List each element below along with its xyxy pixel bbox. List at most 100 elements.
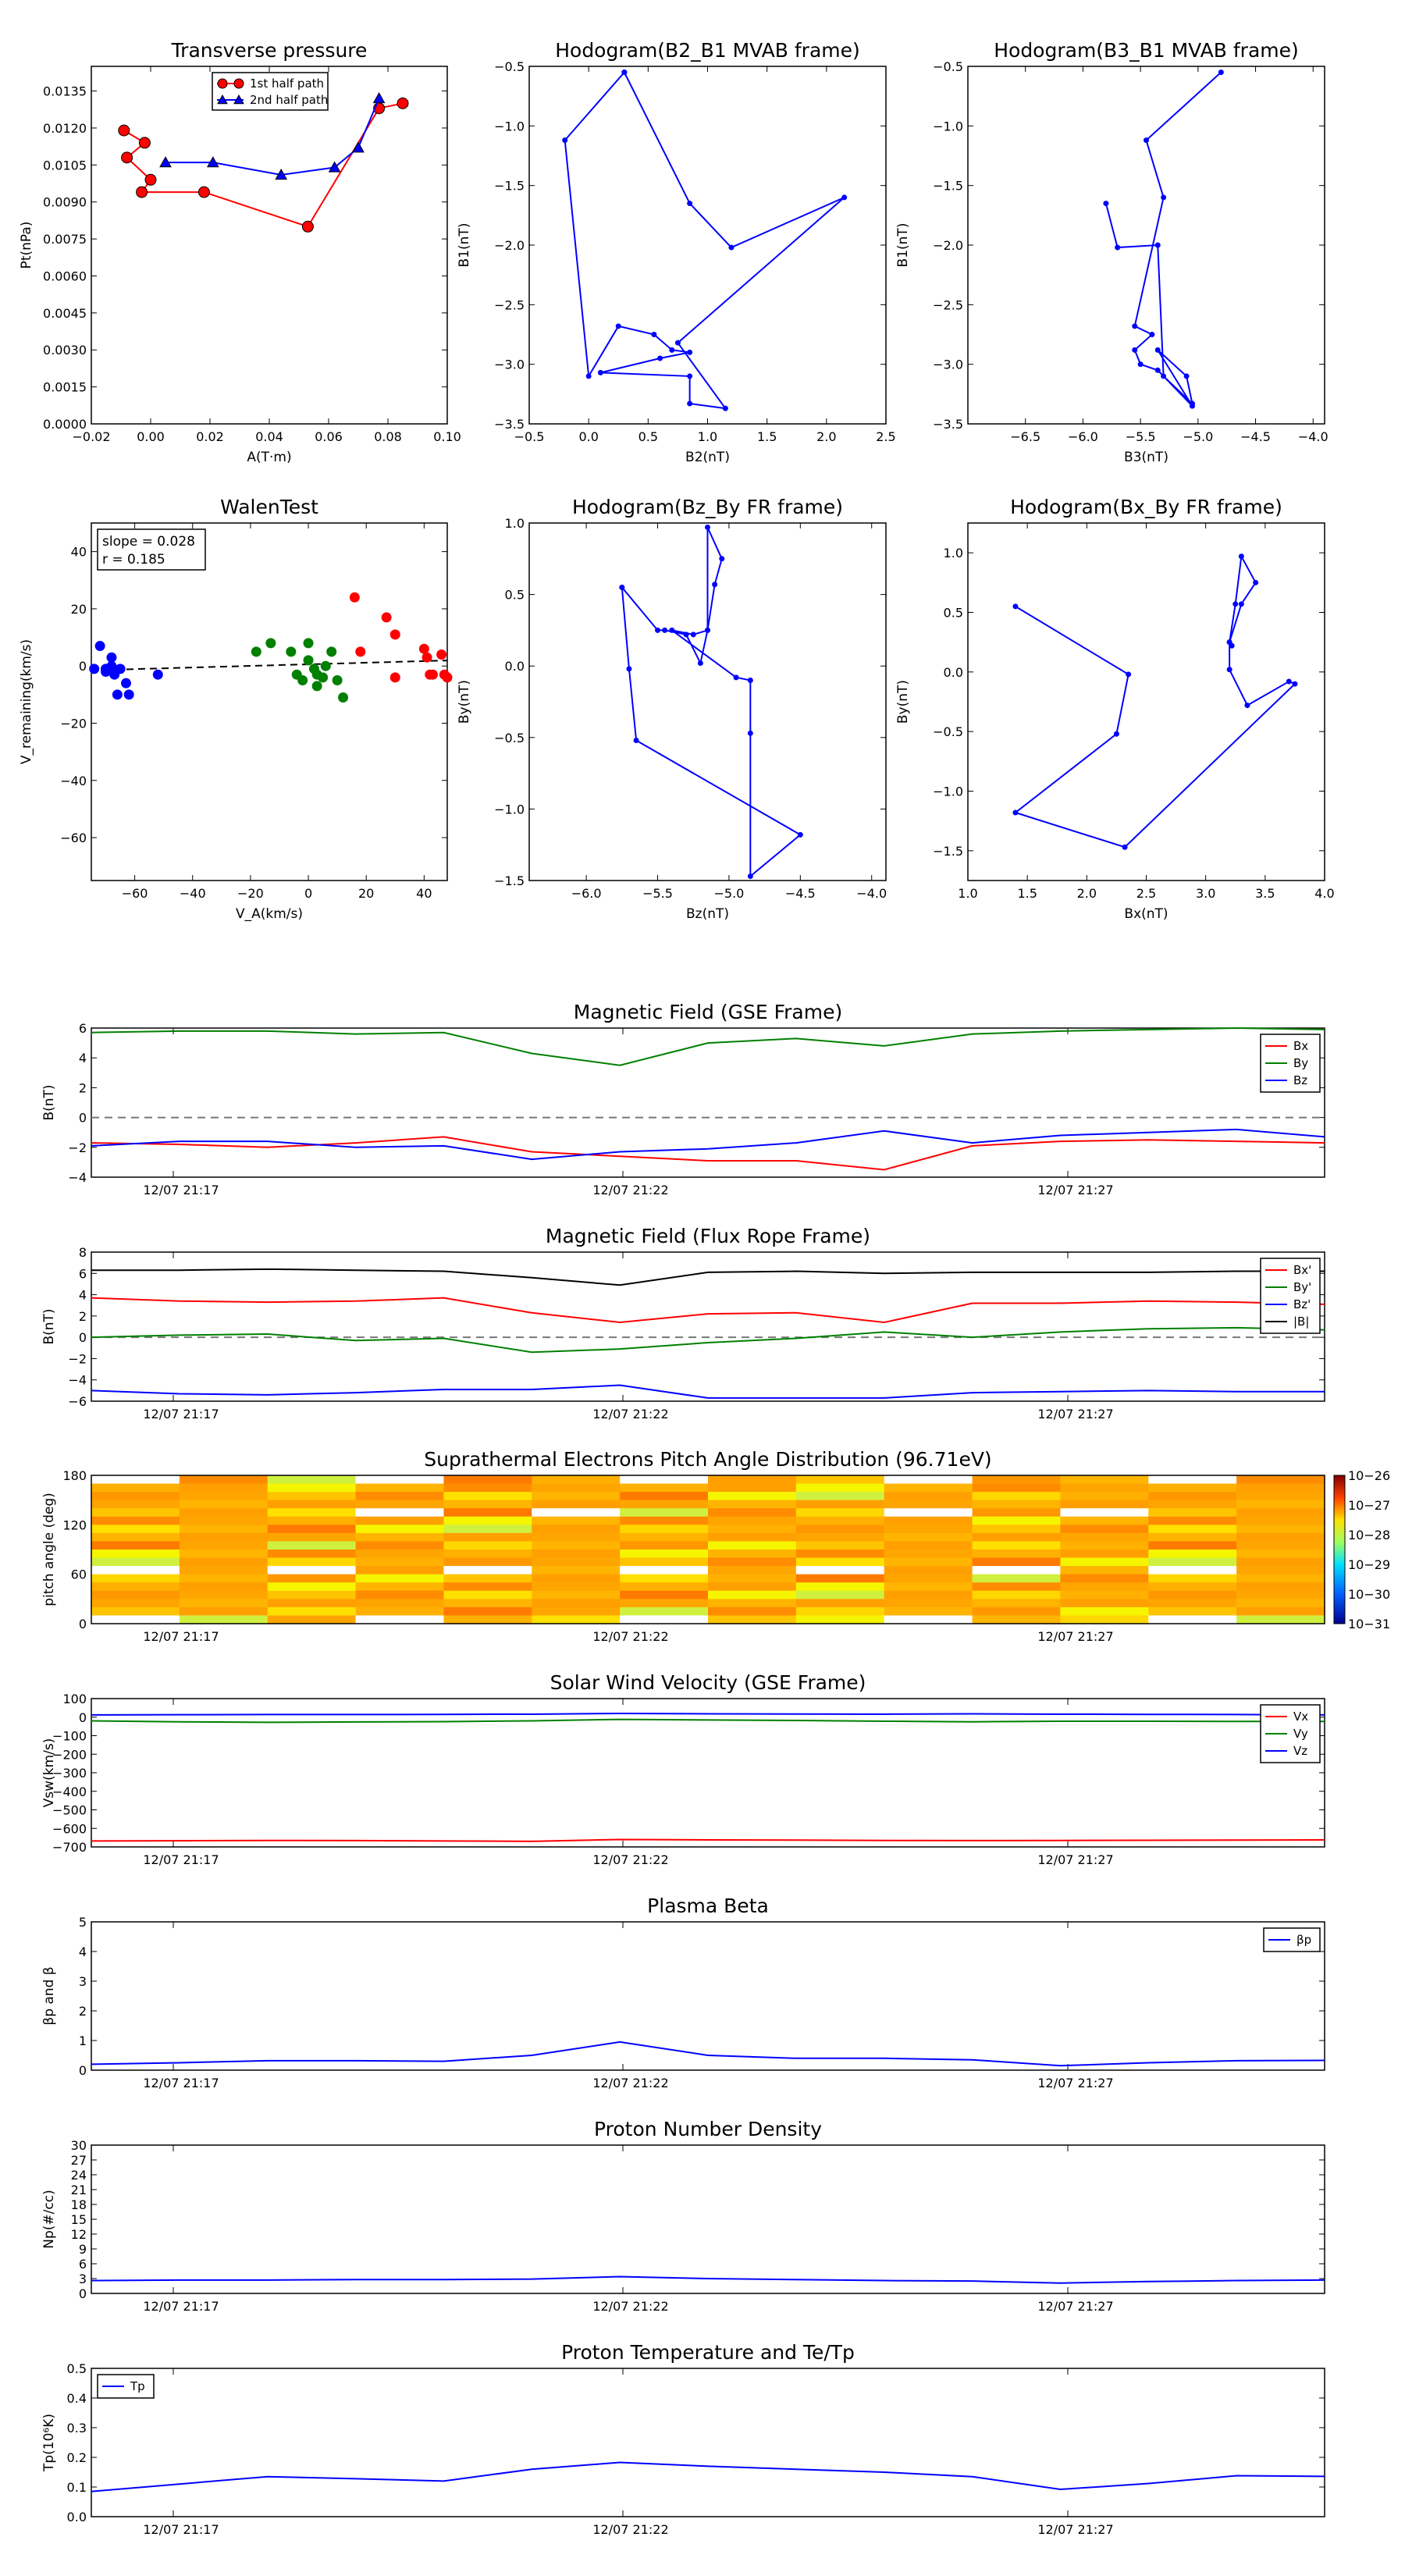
panel-11: Proton Number DensityNp(#/cc)03691215182…	[41, 2118, 1325, 2314]
data-point	[206, 156, 219, 168]
y-tick-label: 30	[71, 2138, 87, 2153]
x-axis-label: A(T·m)	[247, 450, 291, 465]
y-tick-label: 4	[79, 1051, 87, 1066]
chart-title: Magnetic Field (GSE Frame)	[574, 1001, 842, 1023]
x-tick-label: 1.0	[698, 429, 717, 444]
data-point	[106, 652, 117, 663]
heatmap-cell	[179, 1574, 269, 1583]
data-point	[1232, 601, 1239, 607]
data-point	[1132, 347, 1138, 353]
heatmap-cell	[1060, 1500, 1149, 1509]
heatmap-cell	[91, 1500, 180, 1509]
heatmap-cell	[443, 1500, 532, 1509]
x-tick-label: 12/07 21:22	[592, 2522, 668, 2537]
x-tick-label: 12/07 21:22	[592, 1629, 668, 1644]
heatmap-cell	[179, 1500, 269, 1509]
series-line	[91, 2041, 1325, 2067]
heatmap-cell	[267, 1508, 357, 1517]
heatmap-cell	[179, 1532, 269, 1542]
x-tick-label: −4.0	[856, 886, 887, 901]
heatmap-cell	[972, 1516, 1062, 1525]
y-axis-label: Np(#/cc)	[41, 2190, 57, 2248]
y-tick-label: 12	[71, 2227, 87, 2242]
heatmap-cell	[708, 1557, 797, 1567]
heatmap-cell	[795, 1483, 885, 1493]
heatmap-cell	[179, 1550, 269, 1559]
chart-title: Transverse pressure	[171, 39, 368, 62]
data-point	[651, 332, 657, 337]
data-point	[1161, 373, 1167, 379]
heatmap-cell	[1060, 1599, 1149, 1608]
heatmap-cell	[532, 1550, 621, 1559]
heatmap-cell	[532, 1532, 621, 1542]
heatmap-cell	[355, 1500, 445, 1509]
plot-frame	[91, 1921, 1325, 2071]
heatmap-cell	[972, 1615, 1062, 1624]
panel-12: Proton Temperature and Te/Tp Tp(10⁶K) 0.0 0…	[41, 2341, 1325, 2537]
heatmap-cell	[1060, 1541, 1149, 1550]
y-tick-label: −0.5	[933, 724, 963, 739]
heatmap-cell	[91, 1508, 180, 1517]
x-tick-label: −40	[180, 886, 206, 901]
heatmap-cell	[443, 1599, 532, 1608]
x-axis-label: Bz(nT)	[686, 906, 729, 922]
panel-8: Suprathermal Electrons Pitch Angle Distr…	[41, 1448, 1390, 1644]
heatmap-cell	[884, 1492, 973, 1501]
data-point	[320, 660, 331, 671]
data-point	[442, 672, 453, 683]
heatmap-cell	[532, 1483, 621, 1493]
heatmap-cell	[355, 1541, 445, 1550]
data-point	[562, 137, 568, 144]
y-tick-label: 0.0090	[43, 195, 87, 210]
data-point	[747, 730, 753, 736]
heatmap-cell	[708, 1525, 797, 1534]
series-line	[91, 1718, 1325, 1724]
data-point	[381, 612, 392, 623]
fit-line	[91, 660, 448, 671]
heatmap-cell	[795, 1606, 885, 1617]
y-tick-label: 0	[79, 1710, 87, 1725]
heatmap-cell	[620, 1606, 709, 1617]
y-tick-label: −0.5	[933, 59, 963, 74]
plot-frame	[91, 66, 448, 425]
heatmap-cell	[708, 1606, 797, 1617]
data-point	[436, 649, 447, 660]
heatmap-cell	[1236, 1606, 1325, 1617]
y-axis-label: βp and β	[41, 1966, 57, 2025]
heatmap-cell	[795, 1532, 885, 1542]
heatmap-cell	[355, 1475, 445, 1485]
data-point	[318, 672, 329, 683]
y-axis-label: B(nT)	[41, 1084, 57, 1120]
x-tick-label: 12/07 21:27	[1037, 2076, 1113, 2090]
heatmap-cell	[884, 1508, 973, 1517]
heatmap-cell	[443, 1532, 532, 1542]
data-point	[355, 646, 366, 657]
legend-entry: Bx'	[1293, 1263, 1311, 1277]
panel-0: 0.0000 0.0015 0.0030 0.0045 0.0060 0.0075 0.00…	[19, 39, 461, 465]
heatmap-cell	[620, 1599, 709, 1608]
heatmap-cell	[795, 1525, 885, 1534]
y-tick-label: −1.5	[494, 179, 525, 194]
heatmap-cell	[972, 1574, 1062, 1583]
heatmap-cell	[795, 1574, 885, 1583]
y-tick-label: −40	[60, 774, 87, 788]
y-tick-label: −2.0	[933, 238, 963, 253]
series-line	[91, 1712, 1325, 1716]
panel-7: Magnetic Field (Flux Rope Frame) B(nT) −6 −…	[41, 1225, 1325, 1421]
panel-10: Plasma Beta βp and β 0 1 2 3 4 5 12/07 21:17 12/0…	[41, 1895, 1325, 2090]
heatmap-cell	[1236, 1566, 1325, 1575]
y-tick-label: −20	[60, 716, 87, 731]
chart-title: WalenTest	[220, 496, 318, 518]
x-tick-label: 4.0	[1314, 886, 1334, 901]
y-tick-label: 15	[71, 2212, 87, 2227]
series-line	[1104, 71, 1222, 407]
y-tick-label: 0.5	[944, 606, 963, 621]
x-tick-label: 12/07 21:22	[592, 1852, 668, 1867]
heatmap-cell	[884, 1557, 973, 1567]
heatmap-cell	[532, 1475, 621, 1485]
x-axis-label: V_A(km/s)	[236, 906, 303, 922]
legend-entry: |B|	[1293, 1315, 1309, 1329]
heatmap-cell	[179, 1615, 269, 1624]
x-tick-label: 20	[358, 886, 374, 901]
heatmap-cell	[884, 1582, 973, 1592]
